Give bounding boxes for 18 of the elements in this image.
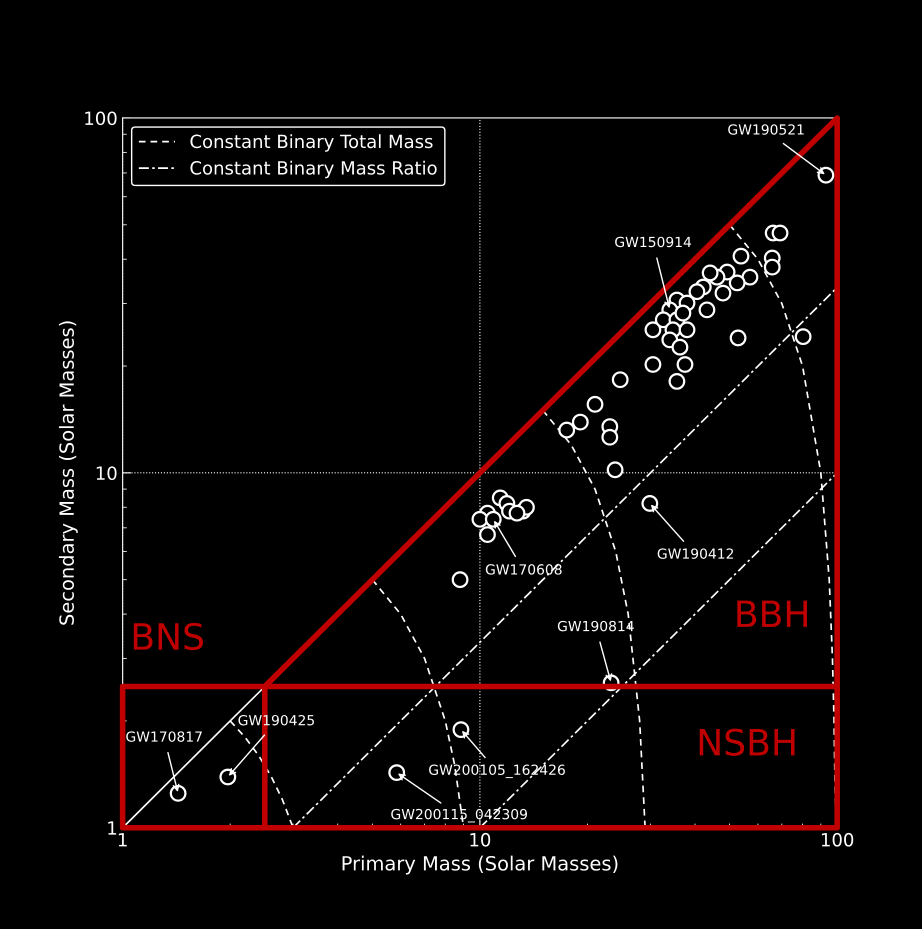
annotation: GW170817 (126, 731, 202, 742)
annotation: NSBH (700, 728, 795, 756)
annotation: BBH (737, 600, 807, 627)
y-tick-label: 10 (96, 466, 117, 480)
x-axis-title: Primary Mass (Solar Masses) (342, 856, 618, 874)
annotation: BNS (134, 622, 203, 650)
legend-label: Constant Binary Total Mass (190, 134, 433, 152)
y-tick-label: 100 (85, 111, 117, 126)
annotation: GW190412 (658, 548, 734, 559)
legend-label: Constant Binary Mass Ratio (190, 160, 437, 178)
x-tick-label: 10 (470, 832, 490, 847)
x-tick-label: 100 (822, 832, 854, 847)
annotation: GW170608 (486, 564, 562, 575)
y-tick-label: 1 (108, 821, 116, 835)
x-tick-label: 1 (118, 833, 127, 846)
annotation: GW150914 (615, 236, 692, 248)
y-axis-title: Secondary Mass (Solar Masses) (58, 321, 78, 625)
annotation: GW190521 (728, 124, 804, 135)
